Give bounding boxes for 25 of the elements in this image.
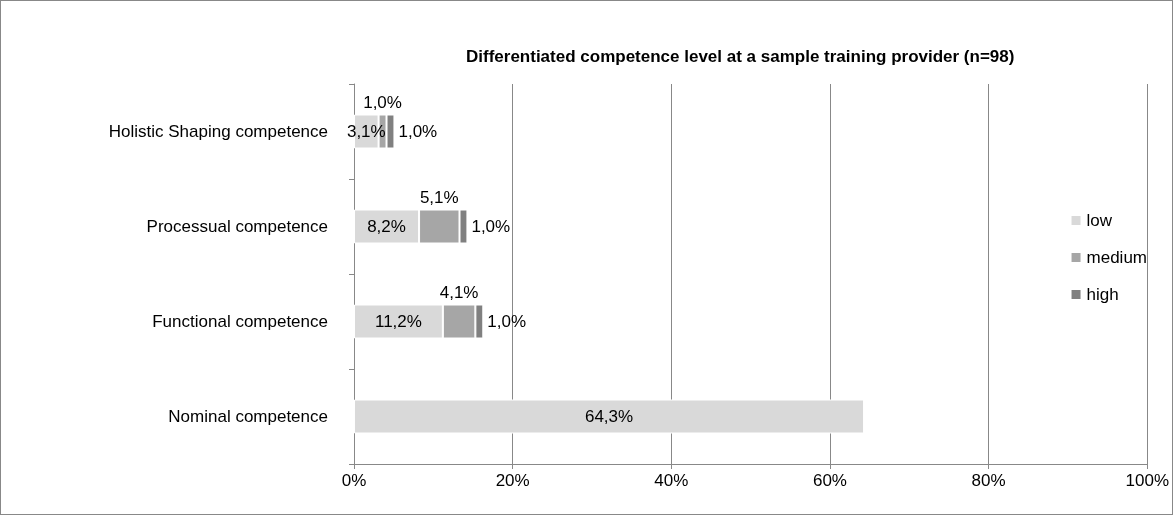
data-label: 3,1% — [346, 122, 386, 141]
data-label: 11,2% — [374, 312, 422, 331]
x-tick-label: 60% — [812, 471, 847, 490]
x-tick-label: 20% — [495, 471, 530, 490]
legend-label: high — [1086, 285, 1119, 304]
data-label: 8,2% — [367, 217, 406, 236]
legend-label: medium — [1086, 248, 1148, 267]
legend-label: low — [1086, 211, 1113, 230]
y-tick-label: Nominal competence — [168, 407, 328, 426]
data-label: 1,0% — [398, 122, 438, 141]
data-label: 5,1% — [419, 187, 459, 207]
x-tick-label: 80% — [971, 471, 1006, 490]
y-tick-label: Functional competence — [152, 312, 328, 331]
y-tick-label: Holistic Shaping competence — [108, 122, 328, 141]
data-label: 1,0% — [471, 217, 511, 236]
chart-title: Differentiated competence level at a sample training provider (n=98) — [466, 47, 1015, 66]
x-tick-label: 0% — [341, 471, 367, 490]
y-tick-label: Processual competence — [146, 217, 328, 236]
x-tick-label: 40% — [654, 471, 689, 490]
data-label: 1,0% — [487, 312, 527, 331]
data-label: 1,0% — [363, 92, 402, 112]
x-tick-label: 100% — [1125, 471, 1169, 490]
bar — [354, 399, 865, 434]
data-label: 64,3% — [584, 407, 634, 426]
data-label: 4,1% — [439, 282, 479, 302]
